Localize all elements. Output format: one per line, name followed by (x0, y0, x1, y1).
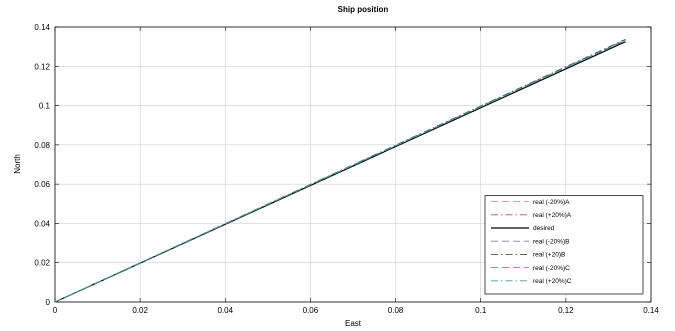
x-tick-label: 0 (53, 306, 58, 315)
y-axis-label: North (13, 154, 22, 174)
legend-label: real (-20%)C (533, 265, 570, 272)
legend-label: real (+20)B (533, 252, 565, 259)
x-axis-label: East (345, 319, 362, 328)
y-tick-label: 0.1 (39, 102, 51, 111)
legend-label: real (-20%)B (533, 238, 569, 245)
x-tick-label: 0.12 (558, 306, 574, 315)
y-tick-label: 0.12 (34, 62, 50, 71)
x-tick-label: 0.04 (217, 306, 233, 315)
y-tick-label: 0 (46, 298, 51, 307)
y-tick-label: 0.14 (34, 23, 50, 32)
y-tick-label: 0.04 (34, 219, 50, 228)
chart-title: Ship position (338, 5, 389, 14)
x-tick-label: 0.14 (643, 306, 659, 315)
x-tick-label: 0.06 (303, 306, 319, 315)
x-tick-label: 0.02 (132, 306, 148, 315)
x-tick-label: 0.08 (388, 306, 404, 315)
legend-label: real (-20%)A (533, 199, 570, 206)
legend-label: real (+20%)C (533, 278, 572, 285)
legend: real (-20%)A real (+20%)A desired real (-20… (485, 196, 643, 294)
y-tick-label: 0.08 (34, 141, 50, 150)
legend-label: real (+20%)A (533, 212, 572, 219)
x-tick-label: 0.1 (475, 306, 487, 315)
y-tick-label: 0.02 (34, 259, 50, 268)
y-tick-label: 0.06 (34, 180, 50, 189)
legend-label: desired (533, 225, 555, 232)
